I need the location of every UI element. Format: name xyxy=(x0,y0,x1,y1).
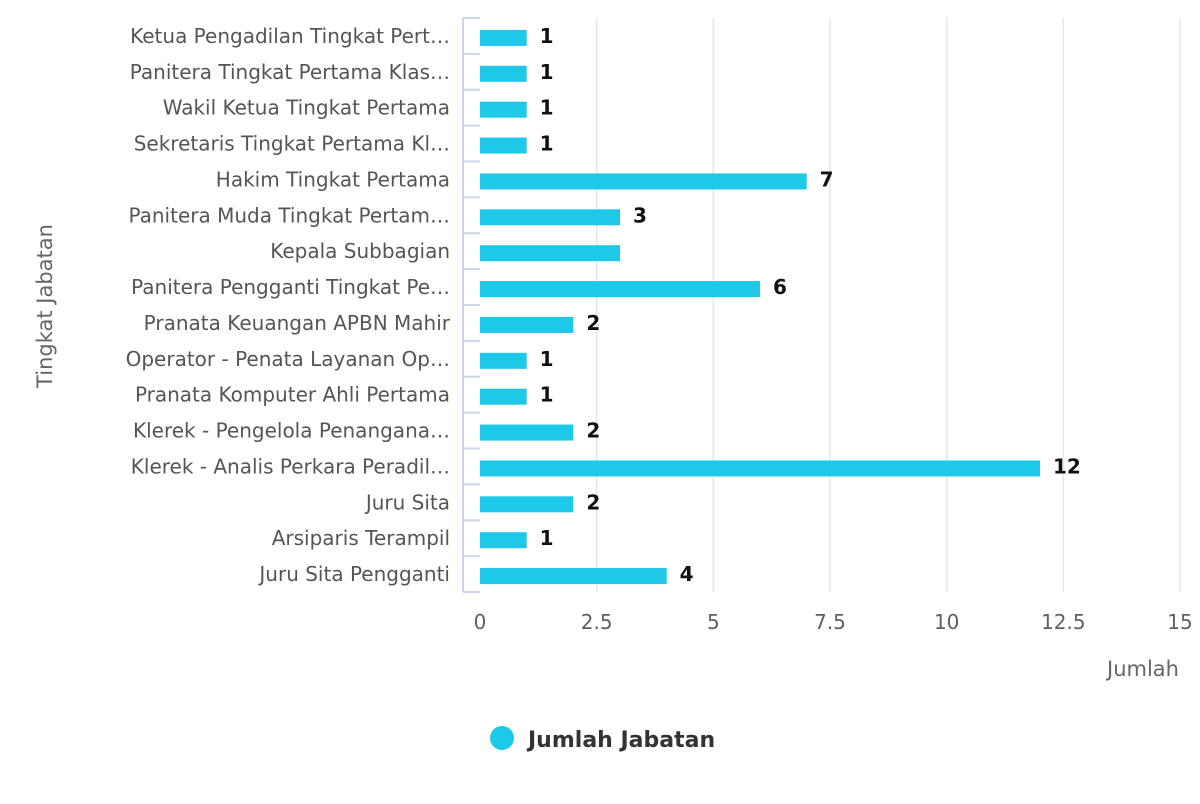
x-tick-label: 0 xyxy=(474,610,487,634)
legend[interactable]: Jumlah Jabatan xyxy=(490,726,715,753)
bar-series[interactable] xyxy=(480,29,1040,585)
category-label: Pranata Komputer Ahli Pertama xyxy=(135,383,450,407)
bar[interactable] xyxy=(480,137,527,154)
bar[interactable] xyxy=(480,245,620,262)
x-tick-label: 7.5 xyxy=(814,610,846,634)
data-label: 1 xyxy=(540,96,554,120)
legend-label: Jumlah Jabatan xyxy=(526,728,715,753)
bar[interactable] xyxy=(480,532,527,549)
category-label: Operator - Penata Layanan Op… xyxy=(126,347,450,371)
data-label: 4 xyxy=(680,562,694,586)
x-tick-label: 12.5 xyxy=(1041,610,1086,634)
bar[interactable] xyxy=(480,29,527,46)
x-tick-label: 10 xyxy=(934,610,959,634)
grid-lines xyxy=(595,18,1181,592)
data-label: 2 xyxy=(586,311,600,335)
bar[interactable] xyxy=(480,352,527,369)
x-tick-label: 15 xyxy=(1167,610,1192,634)
bar[interactable] xyxy=(480,388,527,405)
data-label: 1 xyxy=(540,60,554,84)
category-label: Hakim Tingkat Pertama xyxy=(216,167,450,191)
data-label: 1 xyxy=(540,347,554,371)
bar[interactable] xyxy=(480,281,760,298)
category-label: Wakil Ketua Tingkat Pertama xyxy=(163,96,450,120)
category-labels: Ketua Pengadilan Tingkat Pert… Panitera T… xyxy=(126,24,451,586)
legend-marker xyxy=(490,726,514,750)
data-label: 1 xyxy=(540,24,554,48)
data-label: 12 xyxy=(1053,454,1081,478)
category-label: Klerek - Pengelola Penangana… xyxy=(133,419,450,443)
data-label: 3 xyxy=(633,203,647,227)
y-axis-title: Tingkat Jabatan xyxy=(33,224,57,389)
category-label: Kepala Subbagian xyxy=(270,239,450,263)
x-tick-labels: 0 2.5 5 7.5 10 12.5 15 xyxy=(474,610,1193,634)
category-label: Ketua Pengadilan Tingkat Pert… xyxy=(130,24,450,48)
x-tick-label: 5 xyxy=(707,610,720,634)
bar[interactable] xyxy=(480,460,1040,477)
x-axis-title: Jumlah xyxy=(1105,657,1179,681)
bar[interactable] xyxy=(480,316,574,333)
bar[interactable] xyxy=(480,65,527,82)
data-label: 2 xyxy=(586,419,600,443)
category-label: Pranata Keuangan APBN Mahir xyxy=(144,311,451,335)
category-label: Panitera Pengganti Tingkat Pe… xyxy=(131,275,450,299)
data-label: 7 xyxy=(820,167,834,191)
data-label: 6 xyxy=(773,275,787,299)
bar[interactable] xyxy=(480,424,574,441)
category-label: Arsiparis Terampil xyxy=(272,526,450,550)
data-label: 1 xyxy=(540,132,554,156)
bar[interactable] xyxy=(480,173,807,190)
category-label: Sekretaris Tingkat Pertama Kl… xyxy=(134,132,450,156)
data-label: 1 xyxy=(540,383,554,407)
data-label: 2 xyxy=(586,490,600,514)
bar[interactable] xyxy=(480,209,620,226)
data-label: 1 xyxy=(540,526,554,550)
category-label: Panitera Muda Tingkat Pertam… xyxy=(128,203,450,227)
category-label: Juru Sita xyxy=(364,490,450,514)
bar[interactable] xyxy=(480,496,574,513)
category-label: Juru Sita Pengganti xyxy=(257,562,450,586)
category-label: Panitera Tingkat Pertama Klas… xyxy=(130,60,450,84)
bar[interactable] xyxy=(480,101,527,118)
category-label: Klerek - Analis Perkara Peradil… xyxy=(131,454,450,478)
bar[interactable] xyxy=(480,568,667,585)
x-tick-label: 2.5 xyxy=(581,610,613,634)
y-axis xyxy=(462,17,480,593)
